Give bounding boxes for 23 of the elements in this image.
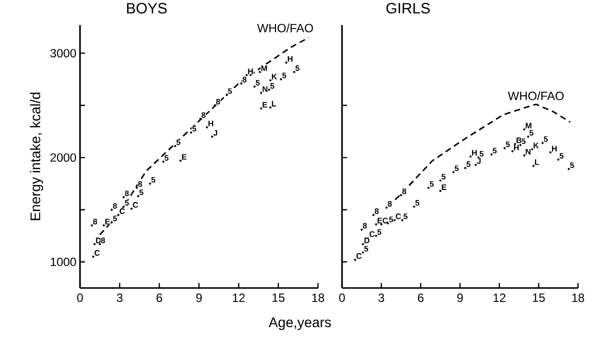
x-tick-label: 18	[572, 294, 584, 302]
x-tick-label: 6	[418, 294, 424, 302]
series-label: WHO/FAO	[508, 91, 564, 100]
x-tick-label: 9	[457, 294, 463, 302]
x-tick-label: 3	[116, 294, 122, 302]
chart-title: GIRLS	[386, 2, 430, 14]
x-tick-label: 18	[312, 294, 324, 302]
x-tick-label: 15	[272, 294, 284, 302]
series-label: WHO/FAO	[257, 24, 313, 32]
x-tick-label: 9	[196, 294, 202, 302]
x-tick-label: 12	[232, 294, 245, 302]
x-axis-title: Age,years	[268, 318, 331, 330]
y-tick-label: 3000	[50, 48, 76, 58]
x-tick-label: 6	[156, 294, 162, 302]
x-tick-label: 15	[532, 294, 545, 302]
chart-title: BOYS	[127, 2, 167, 14]
x-tick-label: 12	[494, 294, 506, 302]
x-tick-label: 0	[77, 294, 83, 302]
x-tick-label: 0	[339, 294, 345, 302]
y-tick-label: 2000	[50, 153, 76, 162]
y-axis-title: Energy intake, kcal/d	[30, 92, 44, 220]
x-tick-label: 3	[378, 294, 384, 302]
y-tick-label: 1000	[50, 258, 76, 266]
